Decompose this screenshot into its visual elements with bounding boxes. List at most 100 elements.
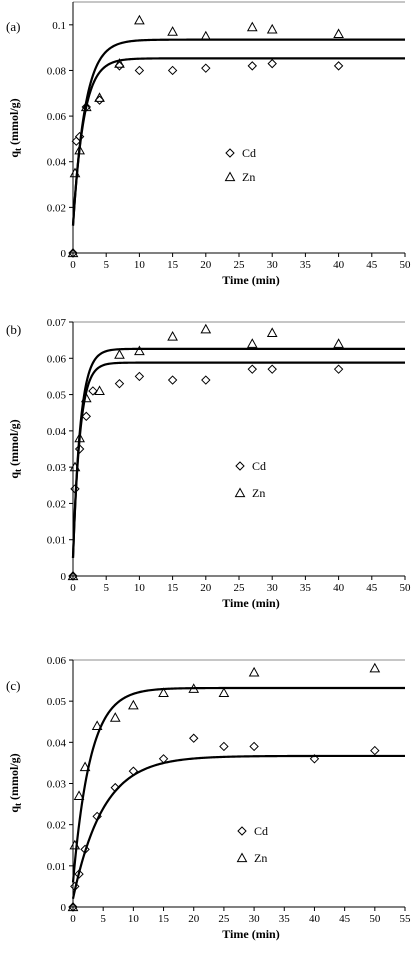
x-tick-label: 40 (333, 259, 345, 271)
data-point-zn (266, 327, 278, 337)
x-tick-label: 30 (249, 913, 261, 925)
data-point-cd (94, 95, 105, 105)
data-point-zn (114, 349, 125, 359)
data-point-zn (333, 28, 344, 39)
data-point-cd (201, 63, 211, 73)
data-point-zn (134, 14, 145, 25)
y-tick-label: 0.04 (47, 737, 67, 749)
data-point-cd (158, 754, 169, 764)
fit-curve-zn (71, 686, 405, 883)
y-tick-label: 0.05 (47, 390, 67, 402)
data-point-zn (200, 323, 212, 334)
x-axis-label: Time (min) (222, 596, 279, 610)
x-tick-label: 25 (218, 913, 230, 925)
x-tick-label: 15 (167, 259, 179, 271)
data-point-zn (74, 432, 85, 443)
data-point-zn (91, 720, 103, 730)
x-tick-label: 20 (200, 582, 212, 594)
data-point-cd (167, 65, 178, 76)
x-tick-label: 10 (128, 913, 140, 925)
y-tick-label: 0.06 (47, 353, 67, 365)
data-point-cd (74, 444, 85, 454)
data-point-cd (249, 741, 259, 752)
data-point-zn (74, 144, 85, 155)
fit-curve-zn (71, 347, 405, 558)
chart-panel-2: 0 0.01 0.02 0.03 0.04 0.05 0.06 0.07 0 5 10 15 20 25 3… (6, 317, 411, 610)
y-tick-label: 0.04 (47, 157, 67, 169)
x-tick-label: 25 (234, 259, 246, 271)
data-point-cd (201, 375, 211, 385)
data-point-cd (70, 881, 80, 892)
panel-label: (a) (6, 19, 20, 34)
legend-marker-zn (236, 852, 248, 863)
x-axis-label: Time (min) (222, 927, 279, 941)
data-point-zn (69, 461, 81, 472)
data-point-zn (188, 683, 200, 693)
data-point-zn (246, 21, 258, 32)
legend-label-zn: Zn (242, 170, 255, 184)
legend: Cd Zn (236, 824, 268, 865)
x-tick-label: 30 (267, 582, 279, 594)
legend-marker-zn (234, 487, 246, 498)
data-point-cd (110, 782, 120, 793)
fit-curve-zn (71, 38, 405, 226)
data-point-cd (370, 745, 380, 756)
data-point-zn (67, 901, 79, 912)
data-point-zn (114, 58, 125, 68)
x-tick-label: 10 (134, 259, 146, 271)
data-point-zn (333, 338, 344, 348)
x-tick-label: 50 (400, 259, 411, 271)
chart-panel-3: 0 0.01 0.02 0.03 0.04 0.05 0.06 0 5 10 15 20 25 30 35 4… (6, 655, 411, 941)
y-tick-label: 0.03 (47, 462, 67, 474)
legend: Cd Zn (234, 459, 266, 500)
data-point-cd (128, 766, 139, 776)
data-point-zn (80, 101, 92, 112)
data-point-cd (167, 375, 178, 385)
data-point-cd (134, 371, 145, 382)
x-tick-label: 0 (70, 259, 76, 271)
y-tick-label: 0.02 (47, 202, 66, 214)
data-point-cd (247, 364, 257, 374)
x-tick-label: 20 (188, 913, 200, 925)
data-point-zn (79, 761, 91, 772)
y-tick-label: 0.1 (52, 20, 66, 32)
x-tick-label: 45 (339, 913, 351, 925)
data-point-cd (189, 733, 199, 743)
data-point-cd (81, 411, 91, 422)
data-point-zn (67, 247, 79, 258)
x-tick-label: 5 (103, 259, 109, 271)
legend-label-cd: Cd (252, 459, 266, 473)
x-tick-label: 15 (167, 582, 179, 594)
x-tick-label: 5 (103, 582, 109, 594)
data-point-zn (266, 23, 278, 34)
data-point-zn (218, 687, 230, 698)
x-tick-label: 50 (400, 582, 411, 594)
y-tick-label: 0.06 (47, 111, 67, 123)
x-tick-label: 25 (234, 582, 246, 594)
y-tick-label: 0.01 (47, 861, 66, 873)
fit-curve-cd (71, 754, 405, 900)
data-point-zn (69, 839, 81, 850)
x-tick-label: 0 (70, 582, 76, 594)
y-tick-label: 0.08 (47, 65, 67, 77)
legend: Cd Zn (224, 146, 256, 184)
y-tick-label: 0 (61, 902, 67, 914)
data-point-zn (109, 712, 121, 722)
data-point-cd (333, 61, 344, 71)
data-point-zn (128, 699, 139, 710)
data-point-zn (67, 570, 79, 581)
x-tick-label: 45 (366, 582, 378, 594)
y-tick-label: 0.02 (47, 820, 66, 832)
legend-marker-zn (224, 171, 236, 182)
x-tick-label: 35 (279, 913, 291, 925)
data-point-cd (74, 869, 84, 879)
y-axis-label: qt (mmol/g) (7, 753, 23, 812)
chart-panel-1: 0 0.02 0.04 0.06 0.08 0.1 0 5 10 15 20 25 30 35 40 45 50… (6, 1, 411, 287)
data-point-zn (246, 338, 258, 348)
x-tick-label: 40 (309, 913, 321, 925)
data-point-cd (333, 364, 344, 374)
fit-curve-cd (71, 57, 405, 226)
data-point-cd (114, 61, 125, 71)
legend-label-cd: Cd (242, 146, 256, 160)
data-point-cd (92, 811, 102, 822)
